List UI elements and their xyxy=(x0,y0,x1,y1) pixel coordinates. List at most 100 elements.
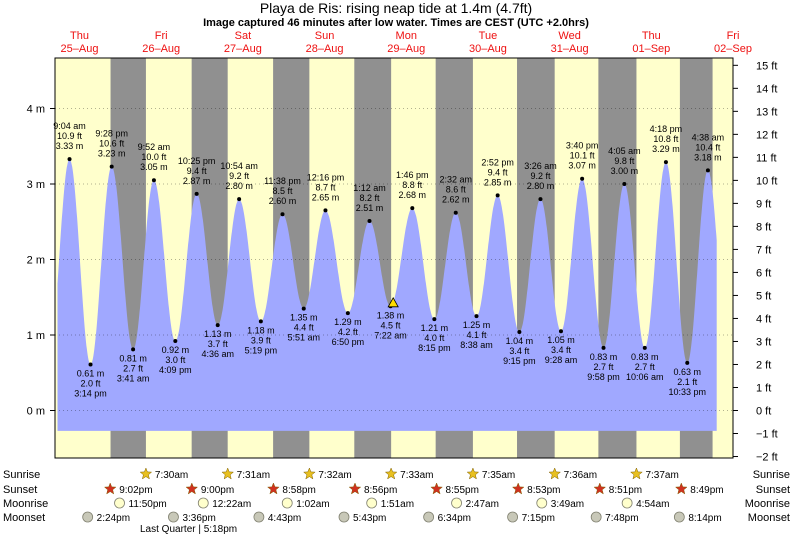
extreme-time: 3:26 am xyxy=(524,161,557,171)
extreme-metres: 1.21 m xyxy=(421,323,449,333)
sun-icon xyxy=(139,467,153,480)
astro-time-sunset: 9:02pm xyxy=(119,485,152,496)
extreme-point xyxy=(517,329,522,334)
sun-icon xyxy=(221,467,235,480)
astro-time-sunrise: 7:36am xyxy=(564,470,597,481)
sunset-icon xyxy=(674,482,688,495)
sun-icon xyxy=(630,467,643,480)
left-axis-label: 0 m xyxy=(27,406,45,418)
extreme-metres: 1.18 m xyxy=(247,325,275,335)
extreme-metres: 2.68 m xyxy=(399,190,427,200)
extreme-metres: 3.05 m xyxy=(140,162,168,172)
astro-row-label-sunset: Sunset xyxy=(3,484,37,496)
astro-time-moonset: 8:14pm xyxy=(688,513,721,524)
extreme-point xyxy=(345,311,350,316)
sunset-icon xyxy=(593,482,607,495)
extreme-metres: 2.87 m xyxy=(183,176,211,186)
astro-time-sunrise: 7:33am xyxy=(400,470,433,481)
day-date: 02–Sep xyxy=(714,43,752,55)
extreme-time: 5:19 pm xyxy=(245,345,278,355)
right-axis-label: 3 ft xyxy=(756,336,771,348)
astro-time-sunset: 8:55pm xyxy=(446,485,479,496)
extreme-point xyxy=(453,210,458,215)
sunset-icon xyxy=(185,482,199,495)
moonset-icon xyxy=(253,511,265,523)
sun-icon xyxy=(466,467,480,480)
right-axis-label: −2 ft xyxy=(756,452,778,464)
extreme-metres: 3.00 m xyxy=(611,166,639,176)
extreme-feet: 10.0 ft xyxy=(141,152,167,162)
astro-row-label-right-moonset: Moonset xyxy=(748,512,790,524)
day-date: 25–Aug xyxy=(61,43,99,55)
astro-time-sunrise: 7:32am xyxy=(318,470,351,481)
extreme-point xyxy=(280,212,285,217)
astro-row-label-right-sunrise: Sunrise xyxy=(753,469,790,481)
extreme-time: 9:15 pm xyxy=(503,356,536,366)
right-axis-label: 8 ft xyxy=(756,221,771,233)
right-axis-label: 7 ft xyxy=(756,244,771,256)
extreme-point xyxy=(495,193,500,198)
extreme-feet: 10.8 ft xyxy=(653,134,679,144)
extreme-point xyxy=(538,197,543,202)
grid-lines xyxy=(55,108,733,411)
astro-time-sunset: 8:56pm xyxy=(364,485,397,496)
extreme-time: 5:51 am xyxy=(287,333,320,343)
chart-subtitle: Image captured 46 minutes after low wate… xyxy=(203,17,589,29)
right-axis-label: 6 ft xyxy=(756,267,771,279)
day-weekday: Sun xyxy=(315,30,335,42)
extreme-time: 11:38 pm xyxy=(264,176,301,186)
extreme-metres: 2.51 m xyxy=(356,203,384,213)
extreme-metres: 1.25 m xyxy=(463,320,491,330)
extreme-time: 4:36 am xyxy=(201,349,234,359)
extreme-point xyxy=(194,191,199,196)
extreme-feet: 3.7 ft xyxy=(208,339,229,349)
astro-time-moonrise: 11:50pm xyxy=(129,499,167,510)
extreme-metres: 1.35 m xyxy=(290,313,318,323)
day-date: 28–Aug xyxy=(306,43,344,55)
right-axis: −2 ft −1 ft 0 ft 1 ft 2 ft 3 ft 4 ft 5 ft 6 ft 7 … xyxy=(733,60,778,464)
extreme-feet: 4.0 ft xyxy=(424,333,445,343)
day-date: 27–Aug xyxy=(224,43,262,55)
extreme-time: 1:46 pm xyxy=(396,170,429,180)
extreme-point xyxy=(642,345,647,350)
day-date: 31–Aug xyxy=(551,43,589,55)
extreme-feet: 2.1 ft xyxy=(677,377,698,387)
extreme-feet: 3.0 ft xyxy=(165,355,186,365)
right-axis-label: 1 ft xyxy=(756,382,771,394)
tide-curve xyxy=(57,159,717,431)
extreme-point xyxy=(301,306,306,311)
extreme-point xyxy=(323,208,328,213)
left-axis-label: 2 m xyxy=(27,255,45,267)
extreme-metres: 0.83 m xyxy=(590,352,618,362)
astro-time-moonset: 3:36pm xyxy=(182,513,215,524)
moonset-icon xyxy=(423,511,435,523)
extreme-time: 1:12 am xyxy=(353,183,386,193)
astro-time-moonset: 7:48pm xyxy=(605,513,638,524)
extreme-time: 10:54 am xyxy=(220,161,258,171)
sunset-icon xyxy=(348,482,362,495)
day-weekday: Tue xyxy=(479,30,498,42)
astro-time-moonset: 5:43pm xyxy=(353,513,386,524)
right-axis-label: 5 ft xyxy=(756,290,771,302)
extreme-metres: 3.07 m xyxy=(568,161,596,171)
extreme-time: 7:22 am xyxy=(374,330,407,340)
sun-icon xyxy=(303,467,316,480)
right-axis-label: 11 ft xyxy=(756,152,777,164)
right-axis-label: 10 ft xyxy=(756,175,777,187)
plot-frame xyxy=(54,57,734,459)
extreme-metres: 2.85 m xyxy=(484,177,512,187)
extreme-point xyxy=(131,347,136,352)
extreme-feet: 10.1 ft xyxy=(570,151,596,161)
sun-icon xyxy=(548,467,562,480)
extreme-feet: 2.0 ft xyxy=(81,378,102,388)
extreme-metres: 2.62 m xyxy=(442,195,470,205)
extreme-feet: 3.9 ft xyxy=(251,335,272,345)
current-level-triangle xyxy=(387,296,399,308)
moonset-icon xyxy=(168,511,179,523)
right-axis-label: 12 ft xyxy=(756,129,777,141)
extreme-time: 4:18 pm xyxy=(650,124,683,134)
extreme-feet: 4.4 ft xyxy=(294,323,315,333)
extreme-point xyxy=(151,178,156,183)
